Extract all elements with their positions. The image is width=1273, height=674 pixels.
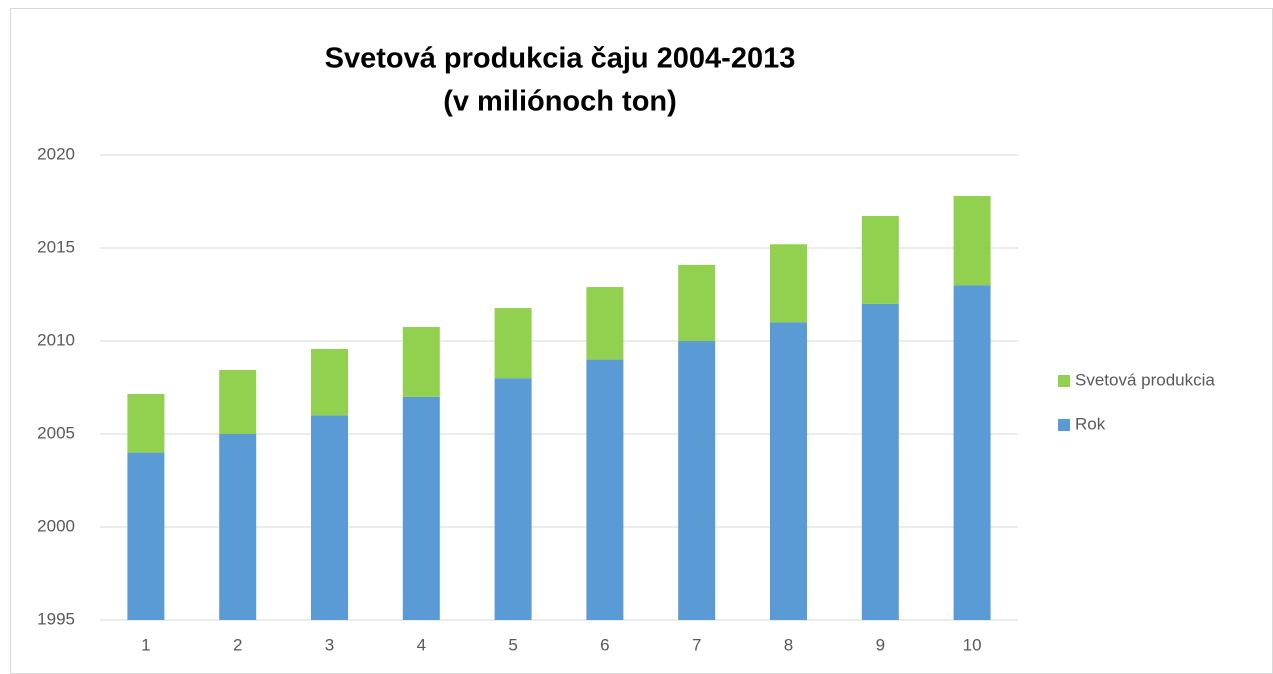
x-tick-label: 9 (876, 635, 885, 654)
bar-segment (311, 415, 348, 620)
y-tick-label: 2005 (37, 423, 75, 442)
y-tick-label: 2015 (37, 237, 75, 256)
bar-segment (770, 322, 807, 620)
bar-segment (127, 452, 165, 620)
bar-segment (770, 244, 807, 323)
legend-swatch (1058, 419, 1070, 431)
legend-label: Svetová produkcia (1075, 370, 1215, 389)
bar-segment (494, 308, 532, 379)
x-tick-label: 3 (325, 635, 334, 654)
x-tick-label: 1 (141, 635, 150, 654)
bar-segment (861, 303, 899, 620)
bar-segment (586, 287, 624, 360)
x-tick-label: 7 (692, 635, 701, 654)
legend-label: Rok (1075, 414, 1106, 433)
y-tick-label: 2000 (37, 516, 75, 535)
chart-title: (v miliónoch ton) (443, 86, 677, 118)
y-tick-label: 2010 (37, 330, 75, 349)
bar-segment (219, 370, 257, 434)
chart-title: Svetová produkcia čaju 2004-2013 (325, 43, 796, 75)
bar-segment (861, 216, 899, 304)
bar-segment (494, 378, 532, 620)
bar-segment (678, 264, 716, 341)
bar-segment (219, 434, 257, 620)
y-tick-label: 1995 (37, 609, 75, 628)
x-tick-label: 2 (233, 635, 242, 654)
x-tick-label: 10 (963, 635, 982, 654)
bar-segment (127, 394, 165, 453)
bar-segment (586, 359, 624, 620)
bar-segment (402, 327, 440, 397)
y-tick-label: 2020 (37, 144, 75, 163)
x-tick-label: 4 (417, 635, 426, 654)
bar-segment (953, 195, 991, 286)
legend-swatch (1058, 375, 1070, 387)
bar-segment (311, 348, 348, 416)
x-tick-label: 6 (600, 635, 609, 654)
bar-segment (953, 285, 991, 620)
bar-segment (678, 341, 716, 620)
bar-segment (402, 396, 440, 620)
x-tick-label: 5 (508, 635, 517, 654)
x-tick-label: 8 (784, 635, 793, 654)
